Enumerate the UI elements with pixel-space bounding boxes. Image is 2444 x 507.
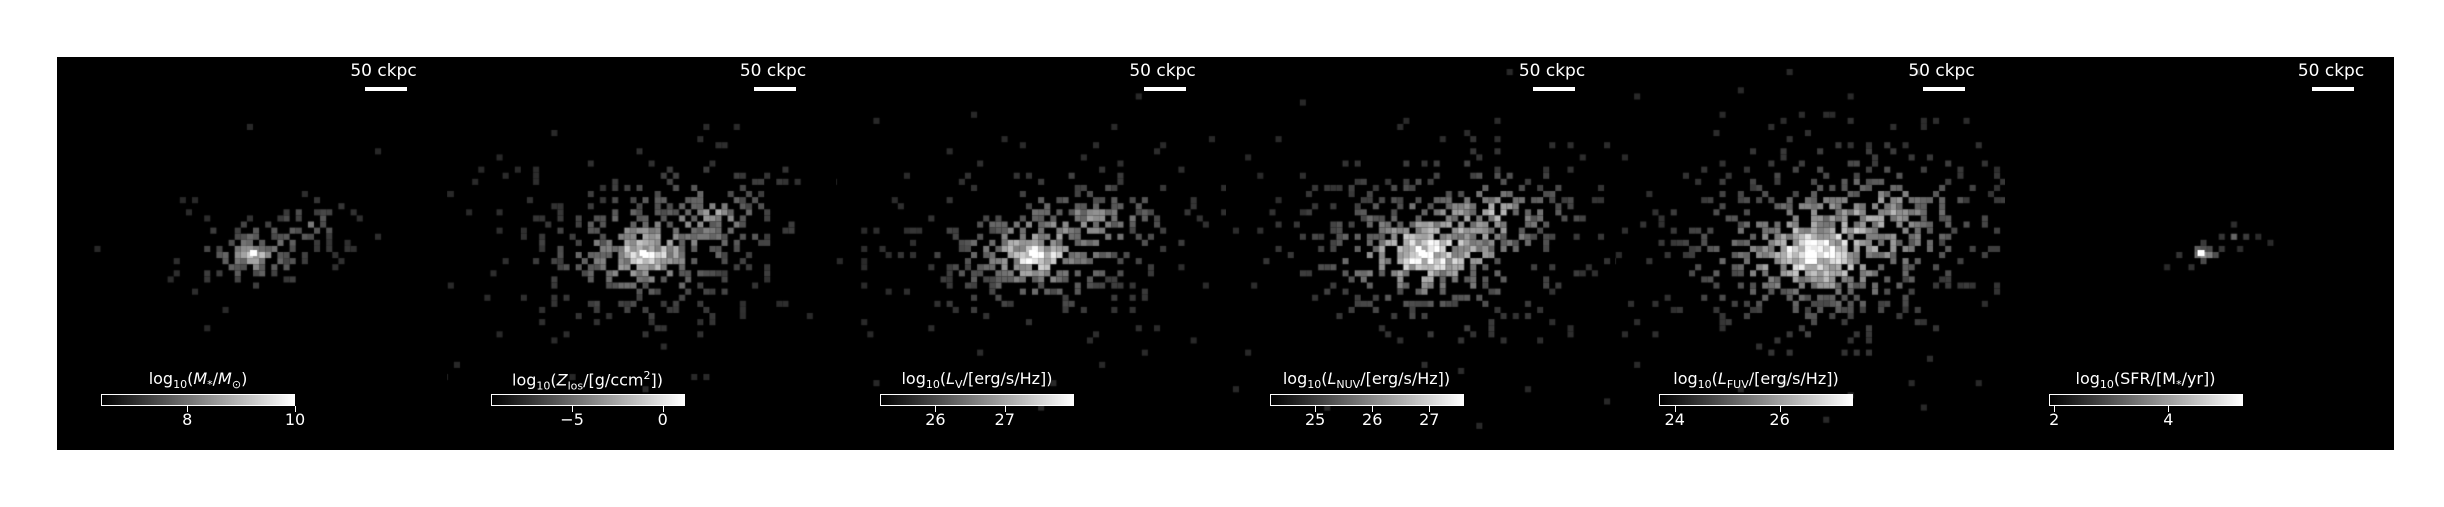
colorbar-tick-label: 0: [657, 410, 668, 429]
density-map: [57, 57, 447, 450]
colorbar-title: log10(LFUV/[erg/s/Hz]): [1673, 369, 1839, 392]
density-map: [446, 57, 836, 450]
colorbar-tick-label: 4: [2163, 410, 2174, 429]
colorbar-tick: [187, 406, 189, 412]
colorbar-title: log10(SFR/[M*/yr]): [2075, 369, 2216, 392]
colorbar: [1659, 394, 1853, 406]
colorbar-tick-label: 2: [2049, 410, 2060, 429]
colorbar-tick-label: 8: [182, 410, 193, 429]
colorbar: [101, 394, 295, 406]
scale-bar: [1922, 87, 1965, 91]
colorbar-tick-label: 26: [1362, 410, 1383, 429]
colorbar-tick: [1674, 406, 1676, 412]
colorbar-tick: [662, 406, 664, 412]
colorbar-tick-label: 26: [925, 410, 946, 429]
colorbar-tick: [1372, 406, 1374, 412]
colorbar-title: log10(LNUV/[erg/s/Hz]): [1282, 369, 1451, 392]
colorbar-tick-label: 10: [284, 410, 306, 429]
scale-bar: [1143, 87, 1186, 91]
panel-6: 50 ckpc log10(SFR/[M*/yr]) 2 4: [2004, 57, 2394, 450]
panel-1: 50 ckpc log10(M*/M⊙) 8 10: [57, 57, 447, 450]
scale-bar: [754, 87, 796, 91]
colorbar-tick: [2054, 406, 2056, 412]
colorbar: [880, 394, 1074, 406]
scale-bar-label: 50 ckpc: [350, 61, 417, 81]
density-map: [2004, 57, 2394, 450]
panel-4: 50 ckpc log10(LNUV/[erg/s/Hz]) 25 26 27: [1225, 57, 1615, 450]
panel-2: 50 ckpc log10(Zlos/[g/ccm2]) −5 0: [446, 57, 836, 450]
colorbar-tick-label: −5: [560, 410, 584, 429]
density-map: [836, 57, 1226, 450]
colorbar-tick: [295, 406, 296, 412]
colorbar-tick-label: 26: [1769, 410, 1790, 429]
colorbar-tick-label: 27: [1419, 410, 1440, 429]
colorbar-tick: [572, 406, 574, 412]
colorbar-tick: [1779, 406, 1781, 412]
colorbar: [2048, 394, 2243, 406]
colorbar-tick: [935, 406, 937, 412]
scale-bar-label: 50 ckpc: [1908, 61, 1975, 81]
colorbar: [1269, 394, 1464, 406]
scale-bar-label: 50 ckpc: [1129, 61, 1196, 81]
colorbar-title: log10(LV/[erg/s/Hz]): [901, 369, 1053, 392]
colorbar-tick: [2168, 406, 2170, 412]
colorbar: [490, 394, 685, 406]
scale-bar-label: 50 ckpc: [2297, 61, 2365, 81]
image-strip: 50 ckpc log10(M*/M⊙) 8 10 50 ckpc log10(Zlos/…: [57, 57, 2394, 450]
scale-bar: [1533, 87, 1575, 91]
colorbar-title: log10(M*/M⊙): [148, 369, 248, 392]
colorbar-tick: [1004, 406, 1006, 412]
colorbar-tick-label: 24: [1664, 410, 1685, 429]
colorbar-tick: [1429, 406, 1431, 412]
scale-bar-label: 50 ckpc: [1518, 61, 1586, 81]
colorbar-tick-label: 27: [994, 410, 1015, 429]
scale-bar: [364, 87, 407, 91]
colorbar-tick-label: 25: [1304, 410, 1326, 429]
scale-bar: [2312, 87, 2354, 91]
density-map: [1615, 57, 2005, 450]
scale-bar-label: 50 ckpc: [739, 61, 807, 81]
density-map: [1225, 57, 1615, 450]
colorbar-tick: [1315, 406, 1317, 412]
panel-5: 50 ckpc log10(LFUV/[erg/s/Hz]) 24 26: [1615, 57, 2005, 450]
panel-3: 50 ckpc log10(LV/[erg/s/Hz]) 26 27: [836, 57, 1226, 450]
colorbar-title: log10(Zlos/[g/ccm2]): [512, 369, 663, 393]
